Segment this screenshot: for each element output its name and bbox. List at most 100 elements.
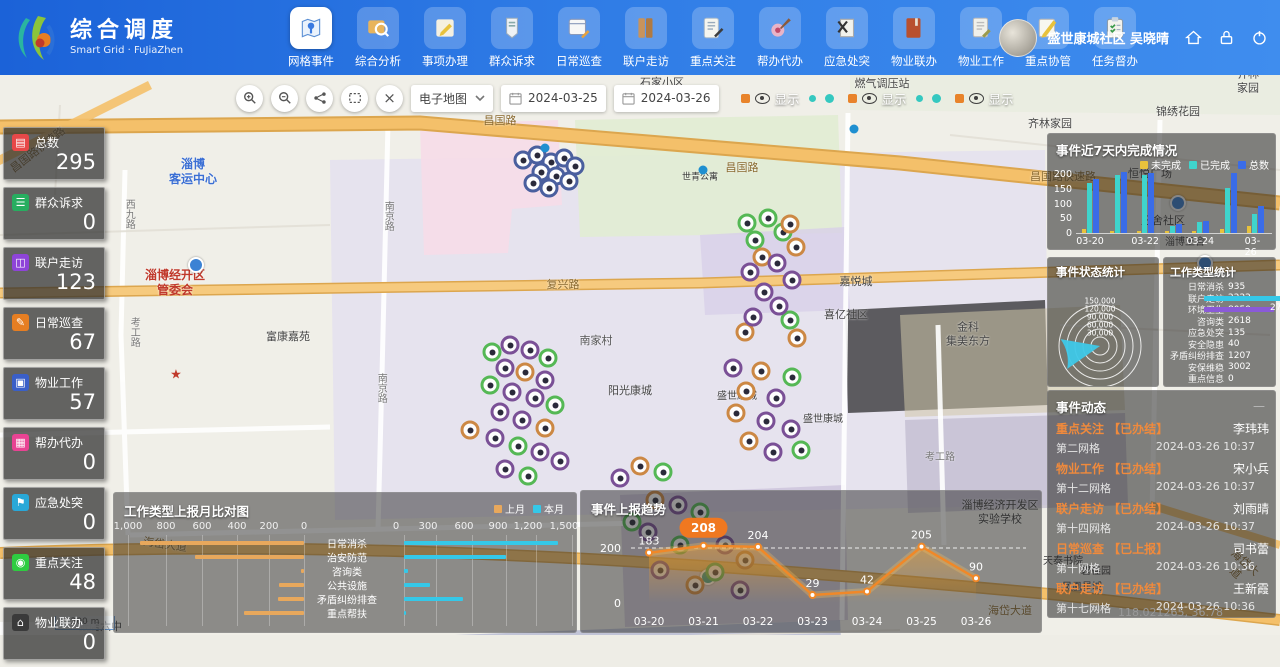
layer-toggle-3[interactable]: 显示 (954, 89, 1014, 108)
event-marker-o[interactable] (780, 214, 800, 234)
event-marker-b[interactable] (539, 178, 559, 198)
event-marker-p[interactable] (754, 282, 774, 302)
event-marker-o[interactable] (736, 381, 756, 401)
event-marker-g[interactable] (480, 375, 500, 395)
event-dot-marker[interactable] (698, 165, 708, 175)
event-marker-g[interactable] (482, 342, 502, 362)
event-marker-g[interactable] (745, 230, 765, 250)
stat-card-群众诉求[interactable]: ☰ 群众诉求 0 (3, 187, 105, 240)
nav-item-任务督办[interactable]: 任务督办 (1088, 6, 1142, 69)
event-dot-marker[interactable] (540, 143, 550, 153)
date-to-input[interactable]: 2024-03-26 (613, 84, 719, 112)
nav-item-网格事件[interactable]: 网格事件 (284, 6, 338, 69)
event-marker-o[interactable] (726, 403, 746, 423)
event-marker-p[interactable] (610, 468, 630, 488)
event-marker-p[interactable] (490, 402, 510, 422)
event-marker-p[interactable] (502, 382, 522, 402)
event-marker-o[interactable] (751, 361, 771, 381)
event-marker-g[interactable] (791, 440, 811, 460)
event-marker-g[interactable] (782, 367, 802, 387)
event-marker-o[interactable] (735, 322, 755, 342)
stat-card-物业工作[interactable]: ▣ 物业工作 57 (3, 367, 105, 420)
event-marker-p[interactable] (723, 358, 743, 378)
event-marker-p[interactable] (550, 451, 570, 471)
event-marker-g[interactable] (538, 348, 558, 368)
event-marker-g[interactable] (653, 462, 673, 482)
layer-marker-orange (740, 93, 750, 103)
nav-item-物业工作[interactable]: 物业工作 (954, 6, 1008, 69)
event-marker-g[interactable] (508, 436, 528, 456)
event-marker-p[interactable] (766, 388, 786, 408)
event-marker-o[interactable] (752, 247, 772, 267)
nav-item-日常巡查[interactable]: 日常巡查 (552, 6, 606, 69)
event-marker-p[interactable] (485, 428, 505, 448)
stat-card-帮办代办[interactable]: ▦ 帮办代办 0 (3, 427, 105, 480)
event-marker-p[interactable] (763, 442, 783, 462)
stat-card-应急处突[interactable]: ⚑ 应急处突 0 (3, 487, 105, 540)
event-marker-p[interactable] (495, 459, 515, 479)
event-marker-o[interactable] (787, 328, 807, 348)
event-feed-item[interactable]: 联户走访 【已办结】 王新霞 第十七网格 2024-03-26 10:36 (1056, 582, 1269, 615)
event-marker-p[interactable] (500, 335, 520, 355)
map-type-select[interactable]: 电子地图 (411, 84, 493, 112)
event-feed-item[interactable]: 日常巡查 【已上报】 司书蕾 第十网格 2024-03-26 10:36 (1056, 542, 1269, 575)
bus-station-icon (188, 257, 204, 273)
event-feed-item[interactable]: 重点关注 【已办结】 李玮玮 第二网格 2024-03-26 10:37 (1056, 422, 1269, 455)
event-marker-p[interactable] (740, 262, 760, 282)
collapse-icon[interactable]: — (1253, 399, 1265, 413)
zoom-out-button[interactable] (271, 84, 298, 112)
event-marker-o[interactable] (786, 237, 806, 257)
event-marker-p[interactable] (535, 370, 555, 390)
nav-item-综合分析[interactable]: 综合分析 (351, 6, 405, 69)
avatar[interactable] (999, 18, 1038, 57)
rect-select-icon[interactable] (341, 84, 368, 112)
stat-card-物业联办[interactable]: ⌂ 物业联办 0 (3, 607, 105, 660)
nav-item-事项办理[interactable]: 事项办理 (418, 6, 472, 69)
layer-toggle-1[interactable]: 显示 (740, 89, 834, 108)
event-marker-g[interactable] (518, 466, 538, 486)
event-marker-p[interactable] (781, 419, 801, 439)
event-feed-item[interactable]: 联户走访 【已办结】 刘雨晴 第十四网格 2024-03-26 10:37 (1056, 502, 1269, 535)
event-marker-p[interactable] (769, 296, 789, 316)
layer-toggle-2[interactable]: 显示 (847, 89, 941, 108)
nav-item-群众诉求[interactable]: 群众诉求 (485, 6, 539, 69)
stat-card-联户走访[interactable]: ◫ 联户走访 123 (3, 247, 105, 300)
zoom-in-button[interactable] (236, 84, 263, 112)
event-marker-p[interactable] (767, 253, 787, 273)
event-marker-o[interactable] (460, 420, 480, 440)
close-button[interactable]: × (376, 84, 403, 112)
event-marker-g[interactable] (545, 395, 565, 415)
event-marker-p[interactable] (495, 358, 515, 378)
event-feed-item[interactable]: 物业工作 【已办结】 宋小兵 第十二网格 2024-03-26 10:37 (1056, 462, 1269, 495)
event-marker-g[interactable] (780, 310, 800, 330)
home-icon[interactable] (1184, 29, 1203, 46)
stat-card-重点关注[interactable]: ◉ 重点关注 48 (3, 547, 105, 600)
event-marker-b[interactable] (559, 171, 579, 191)
event-marker-p[interactable] (782, 270, 802, 290)
event-marker-p[interactable] (743, 307, 763, 327)
event-marker-p[interactable] (512, 410, 532, 430)
lock-icon[interactable] (1218, 29, 1235, 46)
date-from-input[interactable]: 2024-03-25 (501, 84, 606, 112)
event-marker-o[interactable] (535, 418, 555, 438)
nav-item-帮办代办[interactable]: 帮办代办 (753, 6, 807, 69)
event-marker-p[interactable] (530, 442, 550, 462)
event-marker-g[interactable] (737, 213, 757, 233)
stat-card-总数[interactable]: ▤ 总数 295 (3, 127, 105, 180)
event-marker-b[interactable] (565, 156, 585, 176)
event-marker-o[interactable] (739, 431, 759, 451)
event-marker-g[interactable] (758, 208, 778, 228)
stat-card-日常巡查[interactable]: ✎ 日常巡查 67 (3, 307, 105, 360)
power-icon[interactable] (1251, 29, 1268, 46)
share-icon[interactable] (306, 84, 333, 112)
nav-item-联户走访[interactable]: 联户走访 (619, 6, 673, 69)
event-marker-p[interactable] (520, 340, 540, 360)
nav-item-物业联办[interactable]: 物业联办 (887, 6, 941, 69)
nav-item-重点关注[interactable]: 重点关注 (686, 6, 740, 69)
nav-item-应急处突[interactable]: 应急处突 (820, 6, 874, 69)
event-marker-o[interactable] (630, 456, 650, 476)
event-marker-p[interactable] (525, 388, 545, 408)
event-marker-p[interactable] (756, 411, 776, 431)
event-dot-marker[interactable] (849, 124, 859, 134)
event-marker-o[interactable] (515, 362, 535, 382)
